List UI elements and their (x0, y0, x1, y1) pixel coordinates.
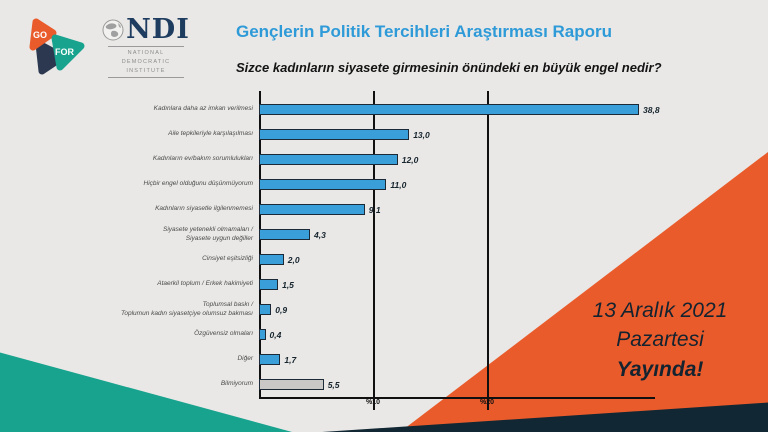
ndi-logo-top: NDI (98, 16, 194, 43)
bar-row: Kadınlara daha az imkan verilmesi 38,8 (93, 97, 660, 122)
bar (259, 329, 266, 340)
bar-row: Ataerkil toplum / Erkek hakimiyeti 1,5 (93, 272, 659, 297)
bar-row: Siyasete yetenekli olmamaları / Siyasete… (93, 222, 659, 247)
announcement-day: Pazartesi (616, 328, 704, 352)
page-title: Gençlerin Politik Tercihleri Araştırması… (236, 22, 613, 41)
bar-value-label: 13,0 (413, 129, 430, 140)
ndi-caption-line: NATIONAL (127, 50, 165, 56)
bar-value-label: 5,5 (327, 379, 340, 390)
bar-category-label: Özgüvensiz olmaları (194, 330, 253, 338)
gridline (373, 91, 375, 410)
bar-with-value: 11,0 (259, 172, 406, 197)
bar-category-label: Kadınların ev/bakım sorumlulukları (152, 155, 253, 163)
bar (259, 229, 311, 240)
gofor-go-label: GO (33, 30, 47, 40)
bar-row: Kadınların siyasetle ilgilenmemesi 9,1 (93, 197, 659, 222)
announcement-date: 13 Aralık 2021 (592, 299, 728, 322)
bar-row: Cinsiyet eşitsizliği 2,0 (93, 247, 659, 272)
bar (259, 379, 324, 390)
bar-category-label: Diğer (237, 355, 253, 363)
bar-with-value: 38,8 (259, 97, 660, 122)
bar-category-label: Bilmiyorum (220, 380, 253, 388)
gofor-navy-triangle (35, 40, 67, 75)
bar-row: Hiçbir engel olduğunu düşünmüyorum 11,0 (93, 172, 659, 197)
bar-with-value: 0,4 (259, 322, 281, 347)
bar (259, 279, 279, 290)
bar-row: Özgüvensiz olmaları 0,4 (93, 322, 659, 347)
bar (259, 254, 284, 265)
gofor-logo: GO FOR (29, 18, 85, 75)
bar-with-value: 2,0 (259, 247, 300, 272)
bar-row: Aile tepkileriyle karşılaşılması 13,0 (93, 122, 659, 147)
bar-value-label: 12,0 (401, 154, 419, 165)
bar-value-label: 0,4 (269, 329, 282, 340)
ndi-caption-line: DEMOCRATIC (121, 58, 171, 65)
gofor-orange-triangle (29, 18, 57, 51)
y-axis-line (259, 91, 261, 397)
bar-category-label: Siyasete yetenekli olmamaları / Siyasete… (163, 226, 253, 242)
bar (259, 104, 639, 115)
bar-row: Diğer 1,7 (93, 347, 659, 372)
bar (259, 179, 387, 190)
bar-value-label: 1,5 (282, 279, 294, 290)
gridline (487, 91, 489, 410)
x-axis-line (259, 397, 655, 399)
x-tick-label: %10 (365, 399, 381, 406)
ndi-logo: NDI NATIONAL DEMOCRATIC INSTITUTE (98, 16, 194, 80)
bar-row: Kadınların ev/bakım sorumlulukları 12,0 (93, 147, 659, 172)
bar-category-label: Toplumsal baskı / Toplumun kadın siyaset… (121, 301, 253, 317)
bar-category-label: Kadınların siyasetle ilgilenmemesi (155, 205, 253, 213)
ndi-acronym: NDI (126, 14, 190, 45)
bar (259, 154, 398, 165)
bar-value-label: 11,0 (390, 179, 407, 190)
bar-value-label: 4,3 (314, 229, 326, 240)
bar-value-label: 2,0 (287, 254, 300, 265)
bar-with-value: 4,3 (259, 222, 326, 247)
bar-with-value: 1,5 (259, 272, 294, 297)
gofor-for-label: FOR (55, 47, 74, 57)
x-tick-label: %20 (479, 399, 495, 406)
bar-value-label: 38,8 (643, 104, 660, 115)
bar (259, 204, 365, 215)
bar-value-label: 1,7 (284, 354, 297, 365)
bar-value-label: 9,1 (368, 204, 381, 215)
bar-with-value: 12,0 (259, 147, 418, 172)
bar-row: Bilmiyorum 5,5 (93, 372, 659, 397)
bar (259, 304, 272, 315)
bar-category-label: Aile tepkileriyle karşılaşılması (168, 130, 253, 138)
ndi-caption-line: INSTITUTE (126, 67, 166, 74)
bar-category-label: Cinsiyet eşitsizliği (202, 255, 253, 263)
bar (259, 129, 410, 140)
announcement: 13 Aralık 2021 Pazartesi Yayında! (560, 296, 760, 384)
bar-value-label: 0,9 (275, 304, 288, 315)
bar-with-value: 5,5 (259, 372, 340, 397)
gofor-teal-triangle (51, 34, 85, 71)
announcement-status: Yayında! (616, 357, 704, 381)
ndi-caption: NATIONAL DEMOCRATIC INSTITUTE (108, 46, 184, 79)
bar-category-label: Ataerkil toplum / Erkek hakimiyeti (157, 280, 253, 288)
bar-row: Toplumsal baskı / Toplumun kadın siyaset… (93, 297, 659, 322)
bar (259, 354, 281, 365)
bar-category-label: Hiçbir engel olduğunu düşünmüyorum (143, 180, 253, 188)
bar-with-value: 13,0 (259, 122, 430, 147)
bar-chart: %10 %20 Kadınlara daha az imkan verilmesi… (93, 91, 660, 410)
ndi-globe-icon (102, 19, 124, 40)
bar-with-value: 1,7 (259, 347, 296, 372)
survey-question: Sizce kadınların siyasete girmesinin önü… (236, 60, 662, 75)
bar-category-label: Kadınlara daha az imkan verilmesi (153, 105, 253, 113)
bar-with-value: 9,1 (259, 197, 381, 222)
bar-with-value: 0,9 (259, 297, 287, 322)
